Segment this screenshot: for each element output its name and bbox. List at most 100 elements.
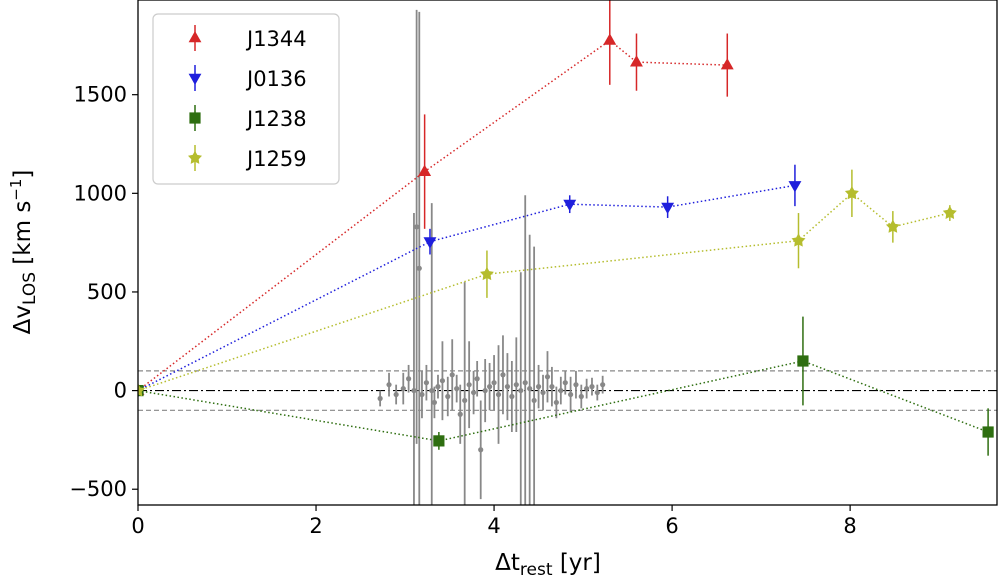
series-point [630, 55, 643, 67]
y-axis: −500 0 500 1000 1500 [69, 83, 138, 501]
x-tick-label: 2 [309, 514, 322, 538]
bg-point [504, 384, 511, 390]
legend-label: J1238 [245, 107, 307, 131]
bg-point [393, 391, 399, 398]
bg-point [589, 384, 595, 390]
y-axis-label: ΔvLOS [km s−1] [7, 170, 40, 335]
legend-entry-j1238: J1238 [189, 105, 307, 131]
bg-point [449, 372, 455, 378]
series-point [423, 237, 437, 249]
x-tick-label: 8 [843, 514, 856, 538]
bg-point [568, 391, 574, 398]
series-point [885, 219, 900, 233]
series-j1259 [138, 169, 957, 397]
y-tick-label: 1500 [74, 83, 127, 107]
legend-entry-j1344: J1344 [188, 25, 307, 51]
legend-marker [188, 31, 202, 43]
legend-marker [188, 73, 202, 85]
legend-marker [189, 112, 201, 124]
series-point [982, 426, 994, 438]
x-label-sub: rest [520, 560, 553, 577]
bg-point [544, 374, 551, 380]
legend-entry-j1259: J1259 [188, 145, 307, 171]
bg-point [466, 382, 472, 388]
y-tick-label: −500 [69, 477, 127, 501]
plot-frame [137, 0, 998, 506]
bg-point [594, 389, 600, 396]
bg-point [423, 380, 430, 386]
bg-point [429, 387, 435, 394]
x-tick-label: 6 [665, 514, 678, 538]
bg-point [411, 387, 417, 394]
bg-point [540, 389, 546, 396]
bg-point [419, 391, 425, 398]
bg-point [500, 372, 506, 378]
bg-point [462, 397, 468, 404]
series-line [138, 192, 950, 392]
y-label-close: ] [10, 170, 36, 179]
series-point [942, 205, 957, 219]
series-point [791, 233, 806, 247]
y-label-sub: LOS [20, 272, 40, 305]
reference-lines [138, 370, 997, 411]
bg-point [535, 384, 542, 390]
x-axis: 0 2 4 6 8 [131, 505, 857, 538]
series-point [788, 181, 802, 193]
legend-label: J0136 [245, 67, 307, 91]
bg-point [553, 399, 559, 406]
series-point [720, 58, 734, 70]
series-point [433, 435, 445, 447]
series-point [661, 202, 675, 215]
y-label-sup: −1 [7, 179, 25, 201]
bg-point [487, 384, 493, 390]
bg-point [513, 382, 519, 388]
y-tick-label: 0 [114, 379, 127, 403]
bg-point [518, 387, 524, 394]
bg-point [445, 393, 451, 400]
y-label-unit: [km s [10, 201, 36, 272]
x-axis-label: Δtrest [yr] [495, 550, 601, 577]
bg-point [435, 384, 441, 390]
bg-point [386, 382, 392, 388]
bg-point [573, 382, 579, 388]
bg-point [431, 399, 438, 406]
bg-point [406, 376, 412, 382]
series-point [603, 33, 617, 45]
y-label-main: Δv [10, 305, 36, 334]
legend-marker [188, 150, 202, 164]
bg-point [562, 380, 568, 386]
bg-point [558, 387, 564, 394]
bg-point [457, 411, 463, 417]
bg-point [470, 389, 477, 396]
bg-point [600, 382, 606, 388]
bg-point [474, 376, 480, 382]
y-tick-label: 500 [87, 280, 127, 304]
background-points [377, 9, 606, 505]
bg-point [482, 387, 488, 394]
series-line [138, 360, 989, 442]
bg-point [522, 380, 528, 386]
series-layer [138, 0, 994, 456]
x-tick-label: 4 [487, 514, 500, 538]
bg-point [414, 224, 420, 230]
legend: J1344 J0136 J1238 J1259 [152, 13, 340, 185]
bg-point [549, 384, 555, 390]
x-label-main: Δt [495, 550, 520, 576]
series-line [138, 39, 728, 392]
bg-point [478, 447, 484, 453]
bg-point [491, 380, 497, 386]
bg-point [584, 386, 590, 392]
series-point [797, 355, 809, 367]
series-point [418, 164, 432, 176]
bg-point [527, 386, 533, 392]
bg-point [531, 397, 537, 404]
x-label-unit: [yr] [553, 550, 601, 576]
bg-point [439, 378, 446, 384]
bg-point [454, 386, 460, 392]
series-point [138, 383, 145, 397]
legend-label: J1259 [245, 147, 307, 171]
bg-point [416, 265, 422, 271]
series-point [844, 186, 859, 200]
